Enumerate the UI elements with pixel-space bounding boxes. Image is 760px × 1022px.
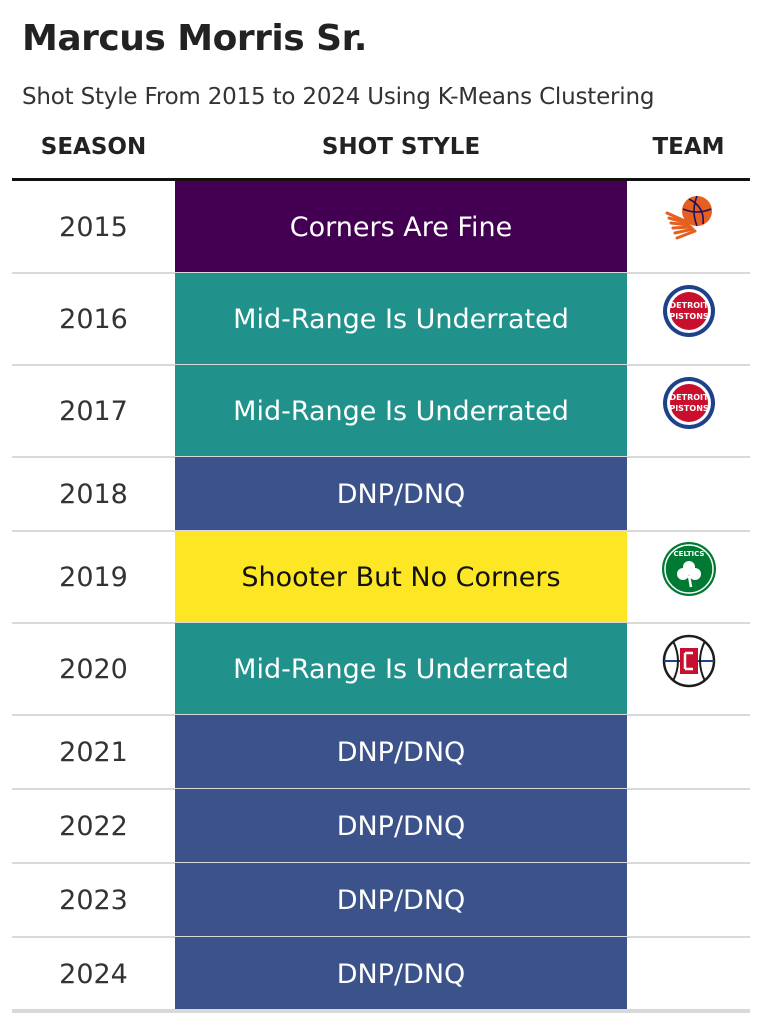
table-row: 2016 Mid-Range Is Underrated DETROIT PISTON… <box>12 273 750 365</box>
shot-style-cell: Mid-Range Is Underrated <box>175 365 627 457</box>
celtics-logo: CELTICS <box>662 542 716 596</box>
column-header-season: SEASON <box>40 134 147 160</box>
season-cell: 2021 <box>59 736 128 768</box>
table-row: 2021 DNP/DNQ <box>12 715 750 789</box>
season-cell: 2015 <box>59 211 128 243</box>
season-cell: 2020 <box>59 653 128 685</box>
table-row: 2020 Mid-Range Is Underrated <box>12 623 750 715</box>
shot-style-cell: Shooter But No Corners <box>175 531 627 623</box>
column-header-team: TEAM <box>652 134 725 160</box>
team-cell <box>627 457 750 531</box>
shot-style-cell: DNP/DNQ <box>175 863 627 937</box>
team-cell: DETROIT PISTONS <box>627 273 750 365</box>
season-cell: 2022 <box>59 810 128 842</box>
svg-text:PISTONS: PISTONS <box>669 312 709 321</box>
chart-title: Marcus Morris Sr. <box>22 18 367 59</box>
column-header-shot-style: SHOT STYLE <box>321 134 481 160</box>
season-cell: 2017 <box>59 395 128 427</box>
svg-text:CELTICS: CELTICS <box>674 550 705 558</box>
chart-subtitle: Shot Style From 2015 to 2024 Using K-Mea… <box>22 84 655 110</box>
team-cell <box>627 789 750 863</box>
shot-style-cell: DNP/DNQ <box>175 789 627 863</box>
clippers-logo <box>662 634 716 688</box>
shot-style-cell: DNP/DNQ <box>175 457 627 531</box>
table-row: 2017 Mid-Range Is Underrated DETROIT PISTON… <box>12 365 750 457</box>
svg-text:DETROIT: DETROIT <box>670 301 710 310</box>
pistons-logo: DETROIT PISTONS <box>663 285 715 337</box>
svg-text:DETROIT: DETROIT <box>670 393 710 402</box>
team-cell <box>627 181 750 273</box>
season-cell: 2016 <box>59 303 128 335</box>
team-cell <box>627 863 750 937</box>
table-row: 2022 DNP/DNQ <box>12 789 750 863</box>
team-cell <box>627 715 750 789</box>
shot-style-cell: Mid-Range Is Underrated <box>175 273 627 365</box>
suns-logo <box>665 195 712 240</box>
shot-style-cell: Mid-Range Is Underrated <box>175 623 627 715</box>
season-cell: 2024 <box>59 958 128 990</box>
shot-style-cell: Corners Are Fine <box>175 181 627 273</box>
team-cell: CELTICS <box>627 531 750 623</box>
table-row: 2024 DNP/DNQ <box>12 937 750 1011</box>
team-cell <box>627 937 750 1011</box>
table-row: 2018 DNP/DNQ <box>12 457 750 531</box>
table-row: 2023 DNP/DNQ <box>12 863 750 937</box>
season-cell: 2018 <box>59 478 128 510</box>
season-cell: 2023 <box>59 884 128 916</box>
header-rule <box>12 178 750 181</box>
shot-style-cell: DNP/DNQ <box>175 715 627 789</box>
season-cell: 2019 <box>59 561 128 593</box>
bottom-rule <box>12 1009 750 1013</box>
team-cell: DETROIT PISTONS <box>627 365 750 457</box>
pistons-logo: DETROIT PISTONS <box>663 377 715 429</box>
table-row: 2019 Shooter But No Corners CELTICS <box>12 531 750 623</box>
shot-style-cell: DNP/DNQ <box>175 937 627 1011</box>
svg-text:PISTONS: PISTONS <box>669 404 709 413</box>
team-cell <box>627 623 750 715</box>
table-row: 2015 Corners Are Fine <box>12 181 750 273</box>
